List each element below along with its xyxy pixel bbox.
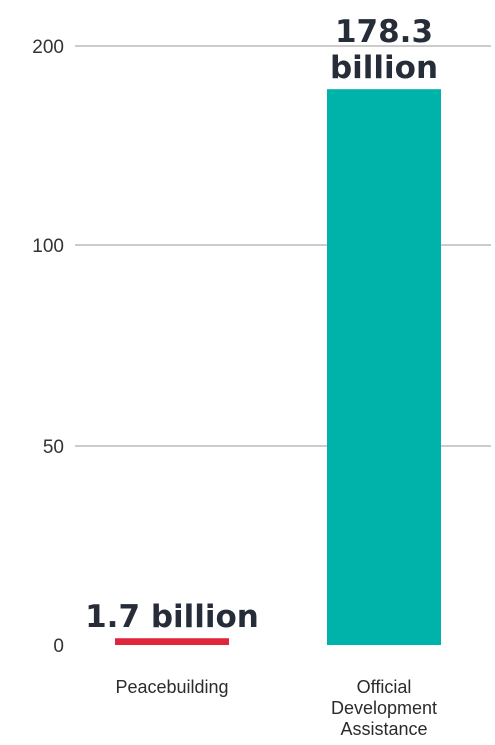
data-label: 178.3 billion: [330, 14, 438, 86]
y-tick-label: 0: [53, 636, 64, 657]
y-tick-label: 200: [32, 37, 64, 58]
bar: [115, 638, 229, 645]
data-label: 1.7 billion: [85, 599, 259, 635]
data-labels: 1.7 billion 178.3 billion: [85, 14, 438, 635]
category-labels: Peacebuilding Official Development Assistan…: [115, 677, 437, 739]
bar: [327, 89, 441, 646]
y-tick-label: 100: [32, 236, 64, 257]
category-label: Official Development Assistance: [331, 677, 437, 739]
y-tick-label: 50: [43, 437, 64, 458]
bars: [115, 89, 441, 646]
y-axis-tick-labels: 200 100 50 0: [32, 37, 64, 657]
category-label: Peacebuilding: [115, 677, 228, 697]
